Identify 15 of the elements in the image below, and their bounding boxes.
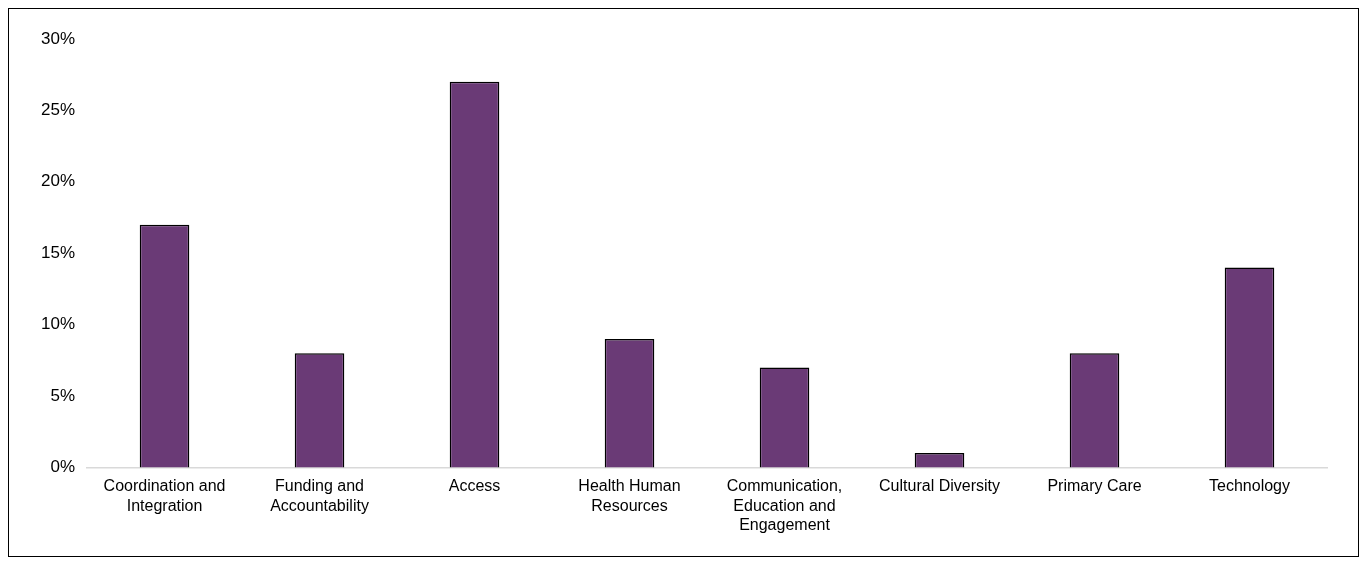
x-tick-label: Coordination and Integration bbox=[103, 477, 226, 514]
x-tick-label: Access bbox=[448, 477, 501, 495]
x-tick-label: Communication, Education and Engagement bbox=[726, 477, 843, 533]
x-tick-label: Funding and Accountability bbox=[270, 477, 369, 514]
y-tick-label: 5% bbox=[50, 385, 76, 405]
y-tick-label: 10% bbox=[40, 314, 76, 334]
x-tick-label: Technology bbox=[1209, 477, 1290, 495]
x-tick-label: Primary Care bbox=[1047, 477, 1142, 495]
x-tick-label: Cultural Diversity bbox=[879, 477, 1000, 495]
y-tick-label: 15% bbox=[40, 242, 76, 262]
y-tick-label: 25% bbox=[40, 100, 76, 120]
x-tick-label: Health Human Resources bbox=[578, 477, 681, 514]
y-tick-label: 0% bbox=[50, 457, 76, 477]
y-tick-label: 20% bbox=[40, 171, 76, 191]
y-tick-label: 30% bbox=[40, 28, 76, 48]
